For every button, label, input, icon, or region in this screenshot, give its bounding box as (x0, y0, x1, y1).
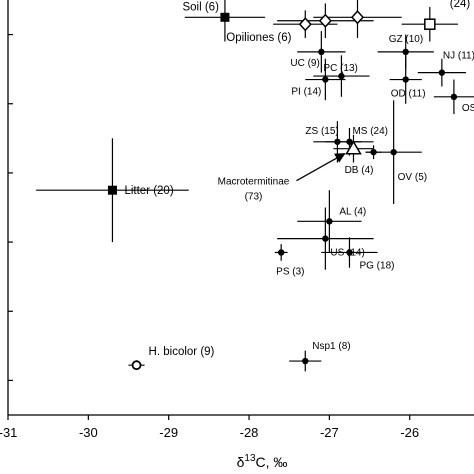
x-tick-label: -30 (79, 425, 98, 440)
point-label-megascolecidae-24: Megascolecidae(24) (420, 0, 474, 10)
markers-layer (107, 10, 458, 371)
point-label-pc-13: PC (13) (323, 63, 357, 74)
point-label-opiliones-6: Opiliones (6) (226, 32, 291, 44)
point-megascolecidae-24 (424, 18, 436, 30)
x-axis-title: δ13C, ‰ (237, 453, 288, 470)
point-label-us-14: US (14) (330, 248, 364, 259)
point-od-11 (402, 76, 409, 83)
point-us-14 (322, 235, 329, 242)
point-db-4 (370, 148, 377, 156)
point-label-nj-11: NJ (11) (443, 51, 474, 62)
point-soil-6 (220, 12, 230, 22)
point-label-al-4: AL (4) (339, 206, 366, 217)
point-al-4 (326, 218, 333, 225)
point-nj-11 (438, 69, 446, 76)
point-pg-18 (346, 249, 353, 256)
x-axis-title-base: δ (237, 454, 245, 470)
point-label-db-4: DB (4) (345, 165, 374, 176)
point-macrotermitinae-73 (345, 140, 362, 155)
axes: -31 -30 -29 -28 -27 -26 (0, 0, 474, 440)
point-pi-14 (322, 76, 329, 83)
point-label-ov-5: OV (5) (398, 172, 427, 183)
point-label-ps-3: PS (3) (276, 266, 304, 277)
x-tick-label: -28 (240, 425, 259, 440)
point-label-uc-9: UC (9) (290, 58, 319, 69)
point-label-pg-18: PG (18) (359, 260, 394, 271)
x-axis-title-sup: 13 (244, 453, 256, 464)
point-ps-3 (277, 249, 285, 256)
point-labels-layer: Soil (6)Litter (20)Staphylinidae (4)Aran… (124, 0, 474, 358)
point-label-h-bicolor-9: H. bicolor (9) (149, 346, 215, 358)
x-tick-label: -27 (320, 425, 339, 440)
point-label-gz-10: GZ (10) (389, 34, 423, 45)
macrotermitinae-arrow (296, 153, 346, 182)
point-label-litter-20: Litter (20) (124, 185, 173, 197)
point-ov-5 (390, 148, 397, 156)
point-ms-24 (346, 138, 353, 145)
point-nsp1-8 (302, 357, 309, 365)
point-label-od-11: OD (11) (391, 89, 426, 100)
point-label-soil-6: Soil (6) (182, 1, 219, 13)
point-label-zs-15: ZS (15) (305, 126, 338, 137)
x-tick-label: -31 (0, 425, 17, 440)
point-aranei-12 (350, 10, 365, 25)
point-uc-9 (318, 48, 325, 56)
point-h-bicolor-9 (131, 360, 142, 371)
x-tick-label: -29 (159, 425, 178, 440)
point-label-nsp1-8: Nsp1 (8) (312, 341, 350, 352)
point-os-7 (450, 93, 458, 101)
point-label-ms-24: MS (24) (352, 126, 388, 137)
point-opiliones-6 (298, 17, 312, 32)
point-pc-13 (338, 72, 345, 80)
point-label-os-7: OS (7) (462, 103, 474, 114)
point-staphylinidae-4 (318, 13, 332, 28)
x-tick-label: -26 (400, 425, 419, 440)
point-gz-10 (402, 48, 409, 56)
point-label-pi-14: PI (14) (291, 87, 321, 98)
point-litter-20 (107, 185, 117, 195)
point-label-macrotermitinae-73: Macrotermitinae (73) (218, 177, 290, 203)
x-axis-title-rest: C, ‰ (256, 454, 288, 470)
point-zs-15 (334, 138, 341, 145)
